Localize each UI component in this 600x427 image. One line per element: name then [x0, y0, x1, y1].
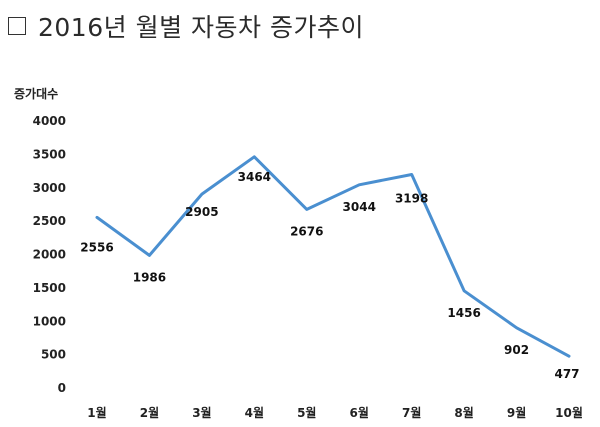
page-title: 2016년 월별 자동차 증가추이	[38, 13, 364, 42]
x-tick-label: 10월	[555, 405, 583, 420]
y-tick-label: 0	[58, 381, 66, 395]
y-tick-label: 500	[41, 348, 66, 362]
x-tick-label: 3월	[192, 405, 211, 420]
data-label: 1456	[447, 306, 480, 320]
x-tick-label: 5월	[297, 405, 316, 420]
y-tick-label: 4000	[33, 114, 66, 128]
data-label: 3198	[395, 192, 428, 206]
y-tick-label: 1000	[33, 314, 66, 328]
data-label: 2556	[80, 240, 113, 254]
data-label: 902	[504, 343, 529, 357]
x-tick-label: 7월	[402, 405, 421, 420]
data-label: 477	[554, 367, 579, 381]
y-tick-label: 2500	[33, 214, 66, 228]
x-tick-label: 6월	[350, 405, 369, 420]
x-tick-label: 4월	[245, 405, 264, 420]
series-line	[95, 155, 571, 358]
data-label: 2905	[185, 205, 218, 219]
y-tick-label: 3500	[33, 147, 66, 161]
x-tick-label: 2월	[140, 405, 159, 420]
y-tick-label: 1500	[33, 281, 66, 295]
title-row: 2016년 월별 자동차 증가추이	[8, 6, 364, 46]
y-tick-label: 3000	[33, 181, 66, 195]
x-tick-label: 1월	[87, 405, 106, 420]
data-label: 3464	[238, 170, 271, 184]
data-label: 2676	[290, 224, 323, 238]
x-tick-label: 8월	[454, 405, 473, 420]
y-tick-label: 2000	[33, 248, 66, 262]
data-label: 1986	[133, 270, 166, 284]
data-label: 3044	[343, 200, 376, 214]
y-axis-label: 증가대수	[14, 86, 58, 101]
x-tick-label: 9월	[507, 405, 526, 420]
checkbox-icon	[8, 17, 26, 35]
